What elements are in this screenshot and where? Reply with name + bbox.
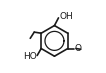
Text: O: O xyxy=(74,44,81,53)
Text: HO: HO xyxy=(23,52,37,61)
Text: OH: OH xyxy=(59,12,73,21)
